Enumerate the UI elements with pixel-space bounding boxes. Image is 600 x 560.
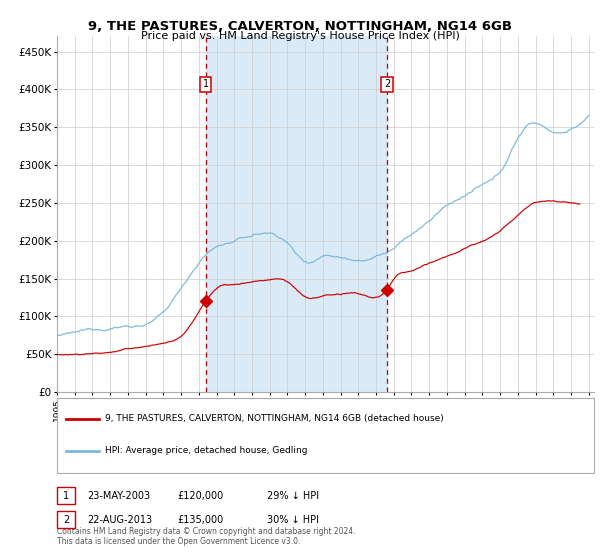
Text: £120,000: £120,000 <box>177 491 223 501</box>
Text: Contains HM Land Registry data © Crown copyright and database right 2024.
This d: Contains HM Land Registry data © Crown c… <box>57 526 355 546</box>
Text: 29% ↓ HPI: 29% ↓ HPI <box>267 491 319 501</box>
Text: HPI: Average price, detached house, Gedling: HPI: Average price, detached house, Gedl… <box>105 446 308 455</box>
Text: £135,000: £135,000 <box>177 515 223 525</box>
Text: 1: 1 <box>202 80 209 90</box>
Text: 2: 2 <box>384 80 391 90</box>
Text: 22-AUG-2013: 22-AUG-2013 <box>87 515 152 525</box>
Text: 30% ↓ HPI: 30% ↓ HPI <box>267 515 319 525</box>
Text: 9, THE PASTURES, CALVERTON, NOTTINGHAM, NG14 6GB (detached house): 9, THE PASTURES, CALVERTON, NOTTINGHAM, … <box>105 414 444 423</box>
Bar <box>206 36 387 392</box>
Text: 1: 1 <box>63 491 69 501</box>
Text: 9, THE PASTURES, CALVERTON, NOTTINGHAM, NG14 6GB: 9, THE PASTURES, CALVERTON, NOTTINGHAM, … <box>88 20 512 32</box>
Text: Price paid vs. HM Land Registry's House Price Index (HPI): Price paid vs. HM Land Registry's House … <box>140 31 460 41</box>
Text: 23-MAY-2003: 23-MAY-2003 <box>87 491 150 501</box>
Text: 2: 2 <box>63 515 69 525</box>
